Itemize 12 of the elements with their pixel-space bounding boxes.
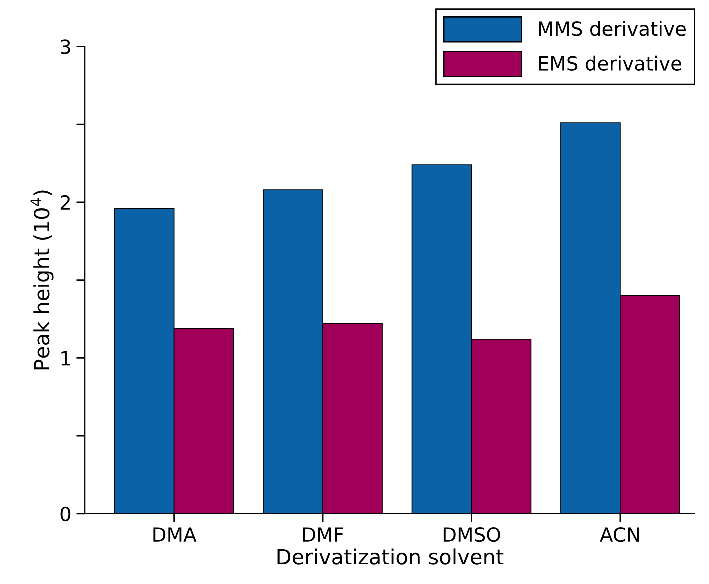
y-tick-label: 0 [60,506,71,522]
x-tick-label: DMA [154,528,197,542]
legend-label: EMS derivative [539,56,682,71]
y-tick-label: 3 [60,40,70,54]
x-tick-label: DMF [303,528,344,542]
y-axis-title: Peak height (10$^{4}$) [30,190,54,370]
x-tick-label: DMSO [444,527,500,542]
y-tick-label: 2 [60,195,70,210]
legend-label: MMS derivative [539,21,686,36]
x-tick-label: ACN [600,527,640,542]
y-tick-label: 1 [62,351,70,366]
x-axis-title: Derivatization solvent [278,548,504,565]
